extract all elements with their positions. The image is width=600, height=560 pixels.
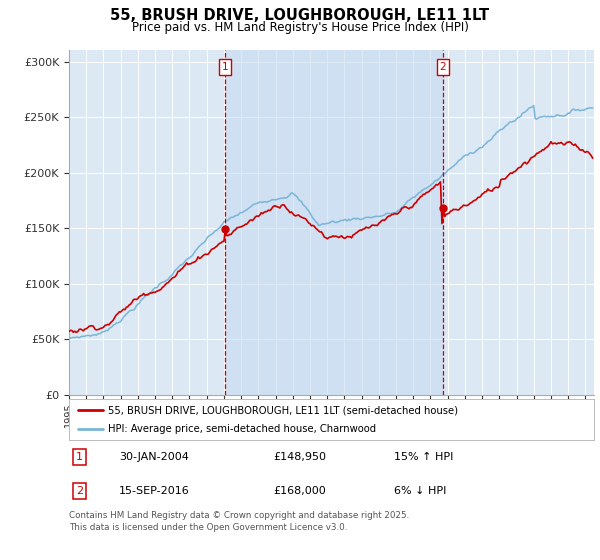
Text: 30-JAN-2004: 30-JAN-2004 — [119, 452, 189, 462]
Text: 55, BRUSH DRIVE, LOUGHBOROUGH, LE11 1LT (semi-detached house): 55, BRUSH DRIVE, LOUGHBOROUGH, LE11 1LT … — [109, 405, 458, 415]
Text: 1: 1 — [76, 452, 83, 462]
Text: 6% ↓ HPI: 6% ↓ HPI — [395, 486, 447, 496]
Text: 1: 1 — [222, 62, 229, 72]
Text: £148,950: £148,950 — [274, 452, 327, 462]
Text: Price paid vs. HM Land Registry's House Price Index (HPI): Price paid vs. HM Land Registry's House … — [131, 21, 469, 34]
Text: £168,000: £168,000 — [274, 486, 326, 496]
Text: 55, BRUSH DRIVE, LOUGHBOROUGH, LE11 1LT: 55, BRUSH DRIVE, LOUGHBOROUGH, LE11 1LT — [110, 8, 490, 24]
Text: Contains HM Land Registry data © Crown copyright and database right 2025.
This d: Contains HM Land Registry data © Crown c… — [69, 511, 409, 531]
Bar — [225, 50, 443, 395]
Text: 2: 2 — [76, 486, 83, 496]
Text: 2: 2 — [439, 62, 446, 72]
Text: 15-SEP-2016: 15-SEP-2016 — [119, 486, 190, 496]
Text: 15% ↑ HPI: 15% ↑ HPI — [395, 452, 454, 462]
Text: HPI: Average price, semi-detached house, Charnwood: HPI: Average price, semi-detached house,… — [109, 424, 377, 433]
